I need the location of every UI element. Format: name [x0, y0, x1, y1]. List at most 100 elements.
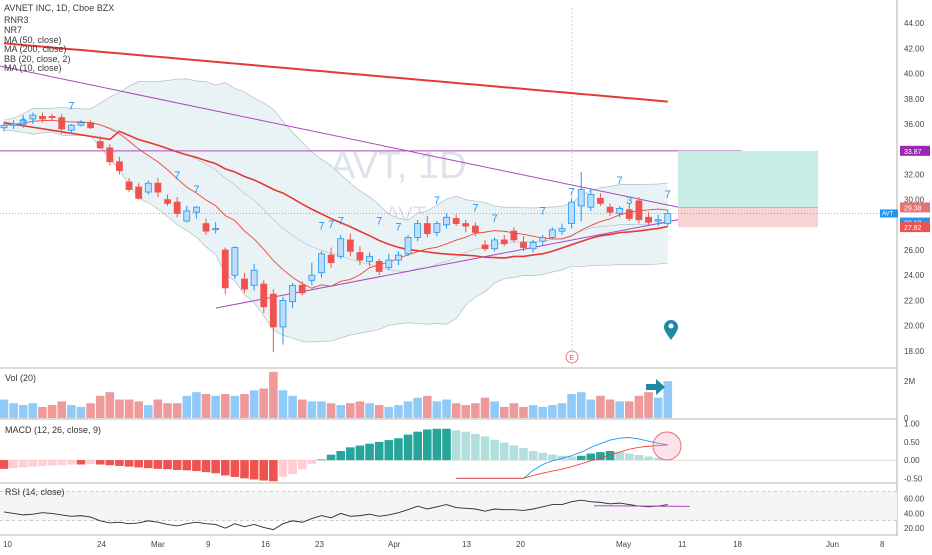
candle[interactable]	[39, 112, 46, 123]
candle[interactable]	[106, 144, 114, 166]
candle[interactable]	[250, 263, 258, 291]
crossover-highlight[interactable]	[652, 431, 682, 461]
candle[interactable]	[260, 280, 268, 314]
candle[interactable]	[154, 178, 162, 198]
candle[interactable]	[116, 156, 123, 175]
candle[interactable]	[231, 246, 239, 280]
candle[interactable]	[356, 246, 364, 266]
candle[interactable]	[87, 120, 94, 130]
candle[interactable]	[164, 194, 171, 206]
macd-histogram-bar	[442, 428, 451, 461]
candle[interactable]	[433, 221, 441, 237]
candle[interactable]	[395, 251, 402, 266]
candle[interactable]	[462, 219, 470, 233]
macd-histogram-bar	[432, 428, 442, 461]
candle[interactable]	[529, 239, 537, 253]
candle[interactable]	[625, 203, 633, 222]
candle-body	[96, 141, 104, 149]
candle[interactable]	[568, 198, 575, 229]
candle[interactable]	[327, 247, 335, 268]
candle[interactable]	[289, 282, 297, 309]
volume-bar	[413, 397, 422, 418]
candle[interactable]	[173, 197, 181, 218]
candle[interactable]	[558, 223, 566, 235]
candle[interactable]	[481, 239, 489, 252]
candle[interactable]	[96, 136, 104, 150]
candle[interactable]	[144, 180, 152, 195]
candle[interactable]	[587, 188, 595, 211]
candle[interactable]	[67, 123, 75, 135]
location-pin-icon[interactable]	[664, 320, 678, 340]
candle[interactable]	[221, 247, 229, 295]
candle[interactable]	[366, 252, 373, 267]
volume-bar	[326, 403, 336, 418]
candle[interactable]	[212, 222, 220, 234]
candle[interactable]	[10, 120, 18, 130]
candle[interactable]	[269, 289, 277, 353]
volume-bar	[259, 388, 269, 418]
indicator-bb: BB (20, close, 2)	[4, 54, 71, 64]
candle[interactable]	[337, 234, 345, 259]
pattern-label: 7	[540, 205, 546, 217]
candle[interactable]	[471, 222, 479, 237]
candle-body	[269, 293, 277, 328]
candle-body	[67, 124, 75, 131]
candle-body	[597, 197, 604, 204]
candle[interactable]	[606, 203, 614, 216]
candle[interactable]	[491, 237, 499, 252]
candle[interactable]	[597, 193, 604, 206]
candle[interactable]	[135, 183, 143, 200]
candle[interactable]	[308, 262, 316, 286]
candle[interactable]	[539, 234, 547, 245]
candle[interactable]	[520, 236, 527, 252]
candle[interactable]	[48, 113, 56, 121]
candle[interactable]	[548, 227, 556, 239]
candle[interactable]	[279, 296, 287, 345]
candle[interactable]	[318, 251, 325, 278]
candle[interactable]	[241, 272, 248, 293]
candle[interactable]	[375, 258, 383, 276]
candle-body	[385, 259, 393, 269]
candle[interactable]	[0, 121, 8, 132]
candle[interactable]	[404, 234, 412, 257]
macd-histogram-bar	[211, 460, 220, 474]
candle[interactable]	[183, 205, 191, 223]
x-tick-label: Mar	[151, 540, 165, 549]
candle[interactable]	[654, 214, 662, 227]
candle[interactable]	[616, 205, 624, 218]
candle-body	[664, 213, 672, 224]
candle[interactable]	[77, 120, 85, 127]
candle[interactable]	[635, 197, 643, 224]
candle[interactable]	[423, 215, 431, 238]
candle-body	[183, 210, 191, 222]
candle[interactable]	[19, 115, 27, 128]
candle[interactable]	[58, 113, 66, 135]
candle-body	[356, 252, 364, 261]
candle[interactable]	[577, 171, 585, 222]
candle[interactable]	[500, 234, 508, 247]
macd-histogram-bar	[288, 460, 297, 474]
candle[interactable]	[443, 213, 450, 229]
candle[interactable]	[192, 205, 200, 219]
candle[interactable]	[452, 214, 460, 227]
macd-histogram-bar	[67, 460, 76, 465]
candle[interactable]	[414, 219, 422, 242]
price-tick-label: 38.00	[904, 95, 925, 104]
candle[interactable]	[29, 112, 37, 124]
candle[interactable]	[510, 227, 518, 243]
candle-body	[366, 255, 373, 262]
macd-histogram-bar	[38, 460, 47, 466]
earnings-marker[interactable]	[565, 350, 579, 364]
candle[interactable]	[346, 233, 354, 257]
candle[interactable]	[645, 212, 652, 225]
ma10-line	[3, 119, 668, 289]
candle[interactable]	[385, 253, 393, 271]
candle-body	[587, 194, 595, 208]
candle[interactable]	[125, 178, 133, 193]
candle[interactable]	[298, 281, 306, 296]
arrow-right-icon[interactable]	[646, 379, 665, 395]
candle[interactable]	[202, 218, 210, 235]
candle[interactable]	[664, 209, 672, 227]
